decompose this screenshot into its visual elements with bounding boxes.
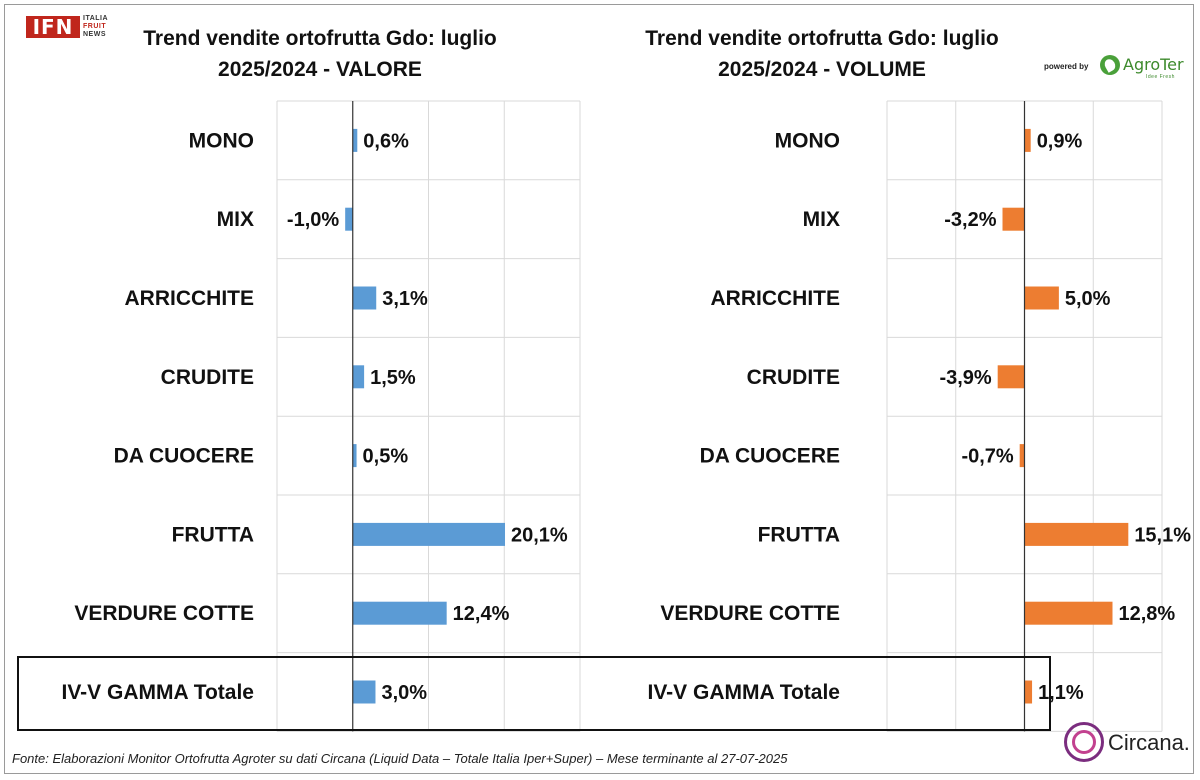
value-label: -1,0% (287, 209, 339, 231)
category-label: VERDURE COTTE (660, 602, 840, 625)
bar (352, 286, 377, 310)
value-label: 15,1% (1134, 524, 1191, 546)
category-label: ARRICCHITE (125, 287, 255, 310)
agroter-logo-text: AgroTer (1123, 55, 1184, 74)
ifn-side-line-2: FRUIT (83, 23, 107, 30)
chart-valore: MONO 0,6% MIX -1,0% ARRICCHITE 3,1% CRUDITE 1,5… (61, 100, 581, 732)
value-label: 0,6% (363, 130, 409, 152)
chart-title-volume-line-1: Trend vendite ortofrutta Gdo: luglio (645, 27, 999, 50)
category-label: DA CUOCERE (700, 445, 840, 468)
value-label: -0,7% (961, 446, 1013, 468)
bar (352, 128, 358, 152)
bar (1024, 601, 1113, 625)
agroter-tagline: Idee Fresh (1146, 74, 1175, 80)
category-label: FRUTTA (172, 523, 254, 546)
value-label: 12,4% (453, 603, 510, 625)
circana-logo: Circana. (1064, 720, 1190, 766)
value-label: -3,2% (944, 209, 996, 231)
value-label: 3,1% (382, 288, 428, 310)
category-label: DA CUOCERE (114, 445, 254, 468)
value-label: -3,9% (939, 367, 991, 389)
category-label: CRUDITE (747, 366, 840, 389)
value-label: 0,5% (363, 446, 409, 468)
circana-ring-icon (1064, 722, 1104, 762)
figure-frame (4, 4, 1194, 774)
bar (352, 680, 376, 704)
category-label: CRUDITE (161, 366, 254, 389)
circana-logo-text: Circana. (1108, 730, 1190, 755)
category-label: VERDURE COTTE (74, 602, 254, 625)
ifn-logo: IFN ITALIA FRUIT NEWS (26, 15, 112, 42)
category-label: MONO (189, 129, 254, 152)
bar (1024, 680, 1033, 704)
bar (1024, 286, 1059, 310)
bar (1002, 207, 1025, 231)
ifn-side-line-1: ITALIA (83, 15, 109, 22)
agroter-logo: AgroTer Idee Fresh (1100, 54, 1184, 80)
total-highlight-box (17, 656, 1051, 731)
category-label: MIX (217, 208, 254, 231)
category-label: MONO (775, 129, 840, 152)
value-label: 1,5% (370, 367, 416, 389)
chart-title-volume-line-2: 2025/2024 - VOLUME (718, 58, 926, 81)
value-label: 5,0% (1065, 288, 1111, 310)
category-label: IV-V GAMMA Totale (61, 681, 254, 704)
bar (345, 207, 353, 231)
chart-title-valore: Trend vendite ortofrutta Gdo: luglio 202… (80, 23, 560, 85)
chart-volume: MONO 0,9% MIX -3,2% ARRICCHITE 5,0% CRUDITE -3,… (647, 100, 1191, 732)
bar (1024, 522, 1129, 546)
powered-by-text: powered by (1044, 62, 1089, 71)
bar (352, 365, 365, 389)
bar (352, 522, 506, 546)
value-label: 3,0% (381, 682, 427, 704)
category-label: MIX (803, 208, 840, 231)
agroter-leaf-icon (1100, 55, 1120, 75)
bar (352, 601, 447, 625)
bar (997, 365, 1025, 389)
bar (1024, 128, 1031, 152)
bar (1019, 444, 1025, 468)
category-label: IV-V GAMMA Totale (647, 681, 840, 704)
chart-title-volume: Trend vendite ortofrutta Gdo: luglio 202… (582, 23, 1062, 85)
chart-title-valore-line-1: Trend vendite ortofrutta Gdo: luglio (143, 27, 497, 50)
value-label: 0,9% (1037, 130, 1083, 152)
bar (352, 444, 357, 468)
category-label: FRUTTA (758, 523, 840, 546)
chart-title-valore-line-2: 2025/2024 - VALORE (218, 58, 422, 81)
ifn-side-line-3: NEWS (83, 31, 106, 38)
value-label: 20,1% (511, 524, 568, 546)
value-label: 12,8% (1119, 603, 1176, 625)
ifn-logo-side: ITALIA FRUIT NEWS (83, 15, 108, 39)
ifn-logo-mark: IFN (26, 16, 80, 38)
source-note: Fonte: Elaborazioni Monitor Ortofrutta A… (12, 751, 788, 766)
category-label: ARRICCHITE (711, 287, 841, 310)
